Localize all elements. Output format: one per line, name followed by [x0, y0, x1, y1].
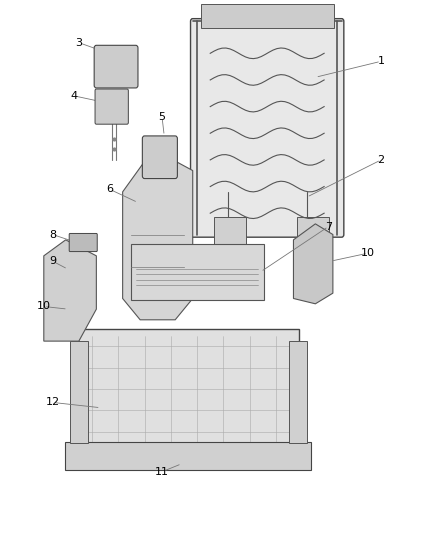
- Text: 10: 10: [37, 302, 51, 311]
- Text: 5: 5: [159, 112, 166, 122]
- Text: 10: 10: [361, 248, 375, 258]
- Text: 8: 8: [49, 230, 56, 239]
- FancyBboxPatch shape: [65, 442, 311, 470]
- Text: 6: 6: [106, 184, 113, 194]
- FancyBboxPatch shape: [131, 244, 264, 300]
- FancyBboxPatch shape: [70, 341, 88, 443]
- Text: 12: 12: [46, 398, 60, 407]
- Text: 9: 9: [49, 256, 56, 266]
- FancyBboxPatch shape: [78, 329, 299, 449]
- FancyBboxPatch shape: [191, 19, 344, 237]
- FancyBboxPatch shape: [142, 136, 177, 179]
- Text: 3: 3: [75, 38, 82, 47]
- FancyBboxPatch shape: [95, 89, 128, 124]
- Text: 2: 2: [378, 155, 385, 165]
- Polygon shape: [44, 240, 96, 341]
- Text: 4: 4: [71, 91, 78, 101]
- FancyBboxPatch shape: [201, 4, 334, 28]
- FancyBboxPatch shape: [297, 217, 329, 246]
- FancyBboxPatch shape: [94, 45, 138, 88]
- Polygon shape: [293, 224, 333, 304]
- FancyBboxPatch shape: [214, 217, 246, 246]
- Polygon shape: [123, 149, 193, 320]
- Text: 11: 11: [155, 467, 169, 477]
- FancyBboxPatch shape: [289, 341, 307, 443]
- Text: 1: 1: [378, 56, 385, 66]
- Text: 7: 7: [325, 222, 332, 231]
- FancyBboxPatch shape: [69, 233, 97, 252]
